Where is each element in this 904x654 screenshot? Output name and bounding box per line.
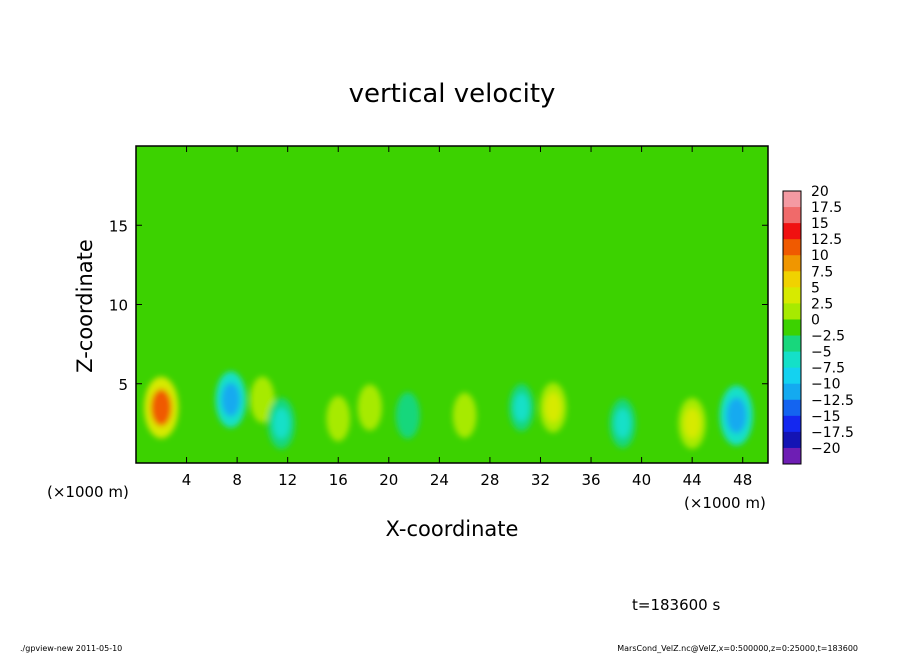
heatmap-cell: [457, 401, 472, 430]
time-label: t=183600 s: [632, 596, 720, 614]
heatmap-blobs: [144, 371, 754, 449]
y-tick-label: 10: [109, 297, 128, 315]
x-tick-label: 8: [232, 471, 242, 489]
colorbar-swatch: [783, 303, 801, 320]
heatmap-cell: [362, 393, 378, 422]
x-tick-label: 28: [480, 471, 499, 489]
colorbar-label: 5: [811, 280, 820, 296]
colorbar-swatch: [783, 287, 801, 304]
x-tick-label: 24: [430, 471, 449, 489]
heatmap-cell: [331, 405, 346, 433]
footer-right: MarsCond_VelZ.nc@VelZ,x=0:500000,z=0:250…: [617, 644, 858, 653]
x-unit-label-right: (×1000 m): [684, 494, 766, 512]
colorbar-swatch: [783, 431, 801, 449]
colorbar-swatch: [783, 223, 801, 240]
colorbar-label: 12.5: [811, 232, 842, 248]
heatmap-cell: [221, 382, 241, 417]
heatmap-cell: [273, 408, 290, 439]
chart-title: vertical velocity: [349, 79, 556, 109]
colorbar: 2017.51512.5107.552.50−2.5−5−7.5−10−12.5…: [782, 184, 854, 465]
colorbar-swatch: [783, 191, 801, 208]
x-unit-label-left: (×1000 m): [47, 483, 129, 501]
colorbar-swatch: [783, 239, 801, 256]
colorbar-label: 7.5: [811, 264, 833, 280]
x-tick-label: 20: [379, 471, 398, 489]
heatmap-cell: [614, 408, 631, 439]
colorbar-swatch: [783, 335, 801, 353]
colorbar-label: 2.5: [811, 296, 833, 312]
heatmap-cell: [255, 385, 270, 414]
heatmap-cell: [150, 389, 172, 427]
colorbar-label: 15: [811, 216, 829, 232]
heatmap-cell: [545, 392, 562, 423]
footer-left: ./gpview-new 2011-05-10: [20, 644, 122, 653]
colorbar-label: 10: [811, 248, 829, 264]
colorbar-label: −15: [811, 409, 841, 425]
y-axis-label: Z-coordinate: [73, 239, 97, 373]
heatmap-cell: [514, 393, 529, 422]
colorbar-label: 0: [811, 312, 820, 328]
colorbar-swatch: [783, 383, 801, 401]
x-axis: 4 8 12 16 20 24 28 32 36 40 44 48: [182, 146, 752, 489]
colorbar-label: −2.5: [811, 329, 845, 345]
colorbar-swatch: [783, 207, 801, 224]
x-tick-label: 36: [581, 471, 600, 489]
y-tick-label: 5: [118, 376, 128, 394]
x-tick-label: 48: [733, 471, 752, 489]
colorbar-swatch: [783, 415, 801, 433]
colorbar-label: 20: [811, 184, 829, 200]
colorbar-label: −20: [811, 441, 841, 457]
x-tick-label: 4: [182, 471, 192, 489]
colorbar-label: −7.5: [811, 361, 845, 377]
colorbar-label: −17.5: [811, 425, 854, 441]
heatmap-cell: [400, 401, 416, 430]
heatmap-cell: [726, 397, 747, 434]
colorbar-swatch: [783, 399, 801, 417]
colorbar-label: 17.5: [811, 200, 842, 216]
x-tick-label: 32: [531, 471, 550, 489]
heatmap-cell: [684, 408, 701, 439]
x-tick-label: 16: [329, 471, 348, 489]
colorbar-swatch: [783, 319, 801, 337]
colorbar-swatch: [783, 367, 801, 385]
colorbar-swatch: [783, 351, 801, 369]
x-tick-label: 44: [683, 471, 702, 489]
colorbar-swatch: [783, 271, 801, 288]
colorbar-label: −5: [811, 345, 832, 361]
colorbar-frame: [782, 190, 802, 465]
colorbar-label: −12.5: [811, 393, 854, 409]
colorbar-label: −10: [811, 377, 841, 393]
y-axis: 5 10 15: [109, 217, 768, 394]
x-axis-label: X-coordinate: [386, 517, 519, 541]
x-tick-label: 40: [632, 471, 651, 489]
colorbar-swatch: [783, 255, 801, 272]
colorbar-swatch: [783, 447, 801, 465]
x-tick-label: 12: [278, 471, 297, 489]
y-tick-label: 15: [109, 217, 128, 235]
